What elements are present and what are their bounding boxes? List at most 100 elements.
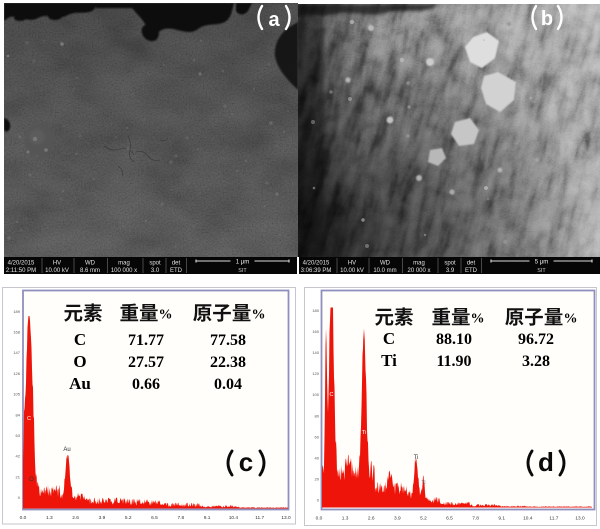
svg-text:100: 100	[312, 392, 319, 397]
svg-text:100 000 x: 100 000 x	[111, 268, 137, 274]
svg-text:Ti: Ti	[362, 430, 366, 436]
svg-text:3.9: 3.9	[99, 515, 106, 521]
svg-text:8.6 mm: 8.6 mm	[80, 268, 100, 274]
svg-text:Ti: Ti	[422, 480, 426, 486]
svg-text:0.0: 0.0	[20, 515, 27, 521]
svg-text:10.00 kV: 10.00 kV	[45, 268, 69, 274]
svg-text:1.3: 1.3	[342, 515, 349, 521]
svg-text:5.2: 5.2	[125, 515, 132, 521]
svg-text:10.4: 10.4	[229, 515, 239, 521]
svg-text:7.8: 7.8	[177, 515, 184, 521]
svg-text:40: 40	[315, 456, 320, 461]
svg-text:22.38: 22.38	[210, 354, 246, 371]
svg-text:189: 189	[13, 309, 20, 314]
svg-text:O: O	[29, 477, 34, 483]
svg-text:Ti: Ti	[414, 455, 419, 461]
svg-text:4/20/2015: 4/20/2015	[303, 260, 330, 266]
svg-text:%: %	[471, 312, 485, 327]
svg-text:5.2: 5.2	[420, 515, 427, 521]
svg-text:%: %	[252, 308, 266, 323]
svg-text:2.6: 2.6	[72, 515, 79, 521]
svg-text:0: 0	[317, 498, 320, 503]
svg-text:77.58: 77.58	[210, 332, 246, 349]
svg-text:180: 180	[312, 308, 319, 313]
svg-text:ETD: ETD	[170, 268, 183, 274]
svg-text:6.5: 6.5	[446, 515, 453, 521]
svg-text:5 μm: 5 μm	[535, 260, 548, 266]
svg-text:1.3: 1.3	[46, 515, 53, 521]
svg-text:4/20/2015: 4/20/2015	[8, 260, 35, 266]
svg-text:160: 160	[312, 329, 319, 334]
svg-text:a: a	[268, 9, 280, 31]
svg-text:84: 84	[16, 412, 21, 417]
svg-text:3.9: 3.9	[446, 268, 455, 274]
svg-text:13.0: 13.0	[575, 515, 585, 521]
svg-text:HV: HV	[53, 260, 61, 266]
svg-text:20: 20	[315, 477, 320, 482]
svg-text:60: 60	[315, 434, 320, 439]
svg-text:42: 42	[16, 454, 21, 459]
svg-text:C: C	[383, 329, 395, 348]
svg-text:c: c	[239, 447, 253, 477]
svg-text:spot: spot	[444, 260, 456, 266]
svg-text:147: 147	[13, 350, 20, 355]
svg-text:0.04: 0.04	[214, 376, 242, 393]
svg-text:Au: Au	[69, 374, 91, 393]
svg-text:20 000 x: 20 000 x	[407, 268, 430, 274]
svg-text:det: det	[172, 260, 181, 266]
svg-text:WD: WD	[85, 260, 96, 266]
svg-text:%: %	[564, 312, 578, 327]
svg-text:11.90: 11.90	[436, 353, 471, 370]
svg-text:3.9: 3.9	[394, 515, 401, 521]
svg-text:det: det	[467, 260, 476, 266]
svg-text:3.0: 3.0	[151, 268, 160, 274]
svg-text:96.72: 96.72	[518, 331, 554, 348]
svg-text:SIT: SIT	[238, 268, 247, 274]
svg-text:10.4: 10.4	[523, 515, 533, 521]
svg-text:3.28: 3.28	[522, 353, 550, 370]
svg-text:126: 126	[13, 371, 20, 376]
svg-text:27.57: 27.57	[128, 354, 164, 371]
svg-text:0: 0	[18, 495, 21, 500]
svg-text:21: 21	[16, 474, 21, 479]
svg-text:0.0: 0.0	[316, 515, 323, 521]
svg-text:7.8: 7.8	[472, 515, 479, 521]
svg-text:Ti: Ti	[381, 351, 397, 370]
svg-text:HV: HV	[348, 260, 356, 266]
svg-text:Au: Au	[63, 447, 70, 453]
svg-text:b: b	[541, 8, 553, 30]
svg-text:mag: mag	[118, 260, 130, 266]
svg-text:WD: WD	[380, 260, 391, 266]
svg-text:%: %	[159, 308, 173, 323]
svg-text:105: 105	[13, 392, 20, 397]
svg-text:80: 80	[315, 413, 320, 418]
svg-text:O: O	[73, 352, 86, 371]
svg-text:6.5: 6.5	[151, 515, 158, 521]
svg-text:ETD: ETD	[465, 268, 478, 274]
svg-text:9.1: 9.1	[204, 515, 211, 521]
svg-text:140: 140	[312, 350, 319, 355]
svg-text:mag: mag	[413, 260, 425, 266]
svg-text:d: d	[538, 447, 554, 477]
svg-text:0.66: 0.66	[132, 376, 160, 393]
svg-text:71.77: 71.77	[128, 332, 164, 349]
svg-text:SIT: SIT	[537, 268, 546, 274]
svg-text:2.6: 2.6	[368, 515, 375, 521]
svg-text:88.10: 88.10	[436, 331, 472, 348]
svg-text:3:06:39 PM: 3:06:39 PM	[301, 268, 332, 274]
svg-text:11.7: 11.7	[255, 515, 264, 521]
svg-text:168: 168	[13, 330, 20, 335]
svg-text:11.7: 11.7	[549, 515, 558, 521]
svg-text:1 μm: 1 μm	[236, 260, 249, 266]
svg-text:C: C	[74, 330, 86, 349]
svg-text:120: 120	[312, 371, 319, 376]
svg-text:C: C	[27, 416, 31, 422]
svg-text:2:11:50 PM: 2:11:50 PM	[6, 268, 36, 274]
svg-text:10.0 mm: 10.0 mm	[373, 268, 396, 274]
svg-text:10.00 kV: 10.00 kV	[340, 268, 364, 274]
svg-text:C: C	[330, 392, 334, 398]
svg-text:63: 63	[16, 433, 21, 438]
svg-text:13.0: 13.0	[281, 515, 291, 521]
svg-text:spot: spot	[149, 260, 161, 266]
svg-text:9.1: 9.1	[498, 515, 505, 521]
